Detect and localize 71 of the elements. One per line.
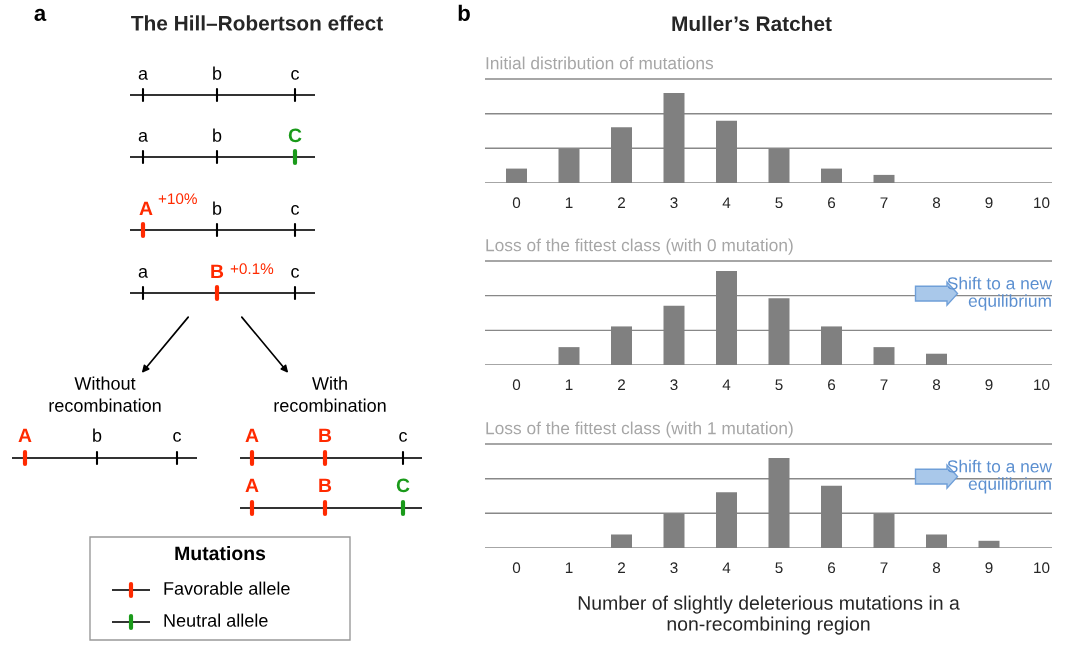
x-tick-label: 4 <box>722 562 731 573</box>
x-tick-label: 3 <box>670 197 678 209</box>
text: c <box>291 267 300 278</box>
x-tick-label: 0 <box>512 379 521 391</box>
x-tick-label: 7 <box>880 197 888 208</box>
text: Favorable allele <box>164 581 290 595</box>
x-tick-label: 6 <box>828 197 836 209</box>
text: a <box>138 267 149 278</box>
x-tick-label: 0 <box>512 197 521 209</box>
x-tick-label: 5 <box>775 379 783 391</box>
x-tick-label: 9 <box>985 562 993 574</box>
text: A <box>245 428 259 443</box>
x-tick-label: 3 <box>670 562 678 574</box>
text: b <box>213 201 222 215</box>
x-tick-label: 1 <box>565 562 573 573</box>
x-tick-label: 4 <box>722 197 731 208</box>
x-tick-label: 6 <box>828 562 836 574</box>
x-tick-label: 8 <box>932 562 941 574</box>
text: Neutral allele <box>164 613 268 627</box>
text: a <box>138 131 149 142</box>
chart-subtitle: Initial distribution of mutations <box>486 56 714 70</box>
text: A <box>18 428 32 443</box>
text: b <box>458 4 470 21</box>
text: c <box>291 204 300 215</box>
text: c <box>173 431 182 442</box>
x-tick-label: 0 <box>512 562 521 574</box>
x-tick-label: 9 <box>985 197 993 209</box>
x-tick-label: 9 <box>985 379 993 391</box>
x-tick-label: 5 <box>775 197 783 209</box>
text: c <box>291 69 300 80</box>
x-tick-label: 10 <box>1034 197 1050 209</box>
x-tick-label: 1 <box>565 197 573 208</box>
text: A <box>139 201 153 216</box>
x-tick-label: 3 <box>670 379 678 391</box>
text: +10% <box>158 193 197 205</box>
text: Mutations <box>175 545 266 561</box>
x-tick-label: 7 <box>880 562 888 573</box>
chart-subtitle: Loss of the fittest class (with 0 mutation) <box>486 238 793 255</box>
x-tick-label: 8 <box>932 197 941 209</box>
chart-subtitle: Loss of the fittest class (with 1 mutation) <box>486 421 793 438</box>
x-tick-label: 4 <box>722 379 731 390</box>
text: The Hill–Robertson effect <box>131 15 383 31</box>
text: Without recombination <box>49 376 161 412</box>
x-tick-label: 2 <box>618 562 625 573</box>
text: a <box>34 8 47 21</box>
text: B <box>319 428 332 443</box>
text: C <box>396 478 410 493</box>
text: b <box>213 128 222 142</box>
x-tick-label: 5 <box>775 562 783 574</box>
annotation: Shift to a new equilibrium <box>947 459 1053 494</box>
x-tick-label: 7 <box>880 379 888 390</box>
x-tick-label: 2 <box>618 379 625 390</box>
text: B <box>319 478 332 493</box>
text: With recombination <box>274 376 386 412</box>
text: c <box>399 431 408 442</box>
text: b <box>93 428 102 442</box>
x-axis-title: Number of slightly deleterious mutations in a non-recombining region <box>578 595 960 635</box>
x-tick-label: 10 <box>1034 562 1050 574</box>
x-tick-label: 2 <box>618 197 625 208</box>
text: C <box>288 128 302 143</box>
annotation: Shift to a new equilibrium <box>947 276 1053 311</box>
x-tick-label: 10 <box>1034 379 1050 391</box>
text: a <box>138 69 149 80</box>
text: +0.1% <box>230 263 274 275</box>
text: b <box>213 66 222 80</box>
x-tick-label: 6 <box>828 379 836 391</box>
text: B <box>211 264 224 279</box>
x-tick-label: 1 <box>565 379 573 390</box>
x-tick-label: 8 <box>932 379 941 391</box>
text: A <box>245 478 259 493</box>
chart-title: Muller’s Ratchet <box>672 15 832 32</box>
